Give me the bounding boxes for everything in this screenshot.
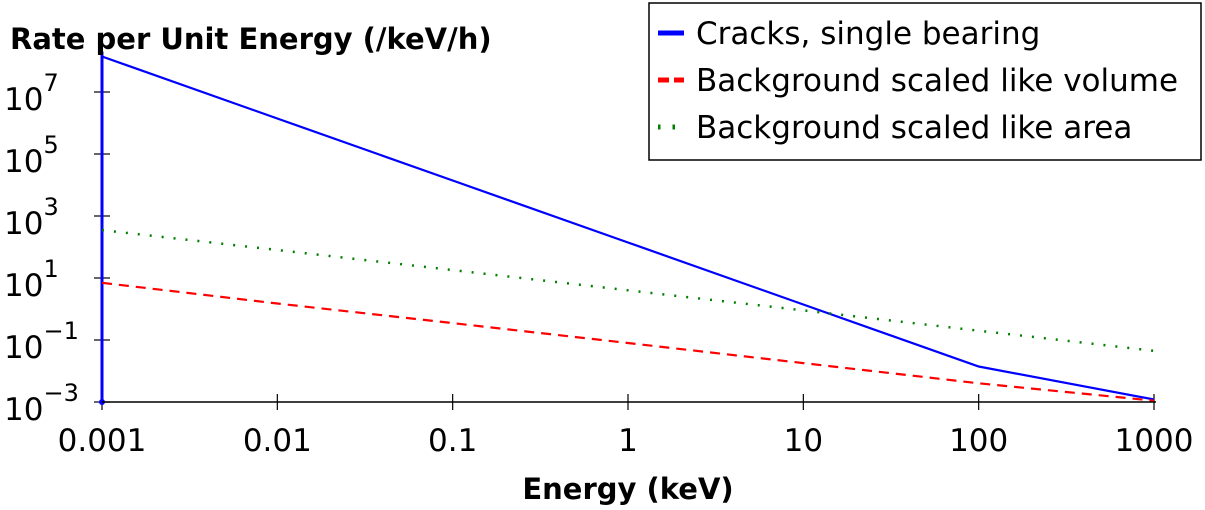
series-line-1 xyxy=(102,55,1155,401)
legend: Cracks, single bearing Background scaled… xyxy=(648,2,1202,161)
series-line-3 xyxy=(102,228,1155,353)
x-tick-label: 1000 xyxy=(1115,423,1194,459)
y-tick-label: 10−3 xyxy=(4,379,79,428)
y-tick-exponent: 3 xyxy=(43,193,58,221)
x-tick-label: 1 xyxy=(618,423,638,459)
y-tick-exponent: 7 xyxy=(43,69,58,97)
x-tick-label: 0.001 xyxy=(58,423,147,459)
series-layer xyxy=(99,51,1155,405)
y-tick-label: 10−1 xyxy=(4,317,79,366)
y-tick-label: 105 xyxy=(4,131,59,180)
x-tick-label: 0.1 xyxy=(428,423,477,459)
y-axis-title: Rate per Unit Energy (/keV/h) xyxy=(10,22,492,56)
legend-label-cracks: Cracks, single bearing xyxy=(696,16,1040,52)
x-tick-label: 0.01 xyxy=(243,423,312,459)
y-tick-exponent: 5 xyxy=(43,131,58,159)
x-axis-title: Energy (keV) xyxy=(522,472,733,506)
y-tick-label: 103 xyxy=(4,193,59,242)
y-tick-exponent: 1 xyxy=(43,255,58,283)
x-tick-label: 10 xyxy=(784,423,823,459)
y-tick-label: 107 xyxy=(4,69,59,118)
legend-label-area: Background scaled like area xyxy=(696,110,1132,146)
legend-box xyxy=(648,2,1202,161)
y-tick-exponent: −1 xyxy=(43,317,78,345)
y-tick-label: 101 xyxy=(4,255,59,304)
y-tick-exponent: −3 xyxy=(43,379,78,407)
legend-label-volume: Background scaled like volume xyxy=(696,63,1178,99)
x-tick-label: 100 xyxy=(949,423,1008,459)
series-line-2 xyxy=(102,281,1155,402)
